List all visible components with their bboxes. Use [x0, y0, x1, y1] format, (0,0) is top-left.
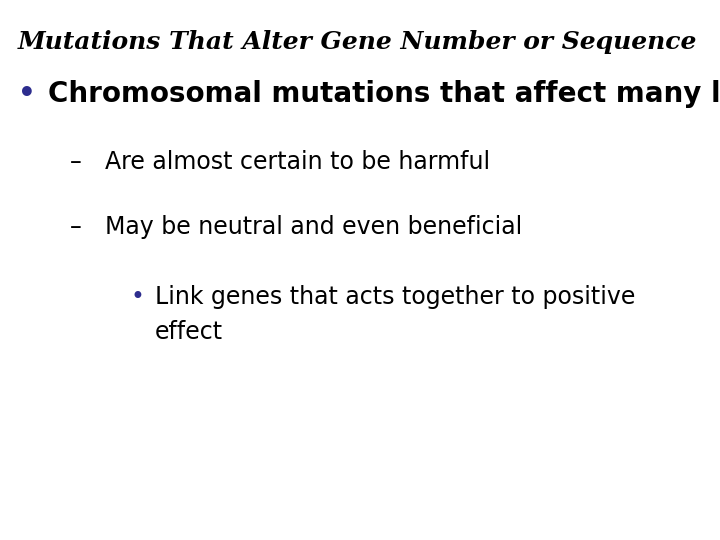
Text: May be neutral and even beneficial: May be neutral and even beneficial	[105, 215, 522, 239]
Text: Mutations That Alter Gene Number or Sequence: Mutations That Alter Gene Number or Sequ…	[18, 30, 698, 54]
Text: •: •	[130, 285, 144, 309]
Text: •: •	[18, 80, 36, 108]
Text: Link genes that acts together to positive
effect: Link genes that acts together to positiv…	[155, 285, 635, 345]
Text: –: –	[70, 215, 82, 239]
Text: –: –	[70, 150, 82, 174]
Text: Chromosomal mutations that affect many loci: Chromosomal mutations that affect many l…	[48, 80, 720, 108]
Text: Are almost certain to be harmful: Are almost certain to be harmful	[105, 150, 490, 174]
